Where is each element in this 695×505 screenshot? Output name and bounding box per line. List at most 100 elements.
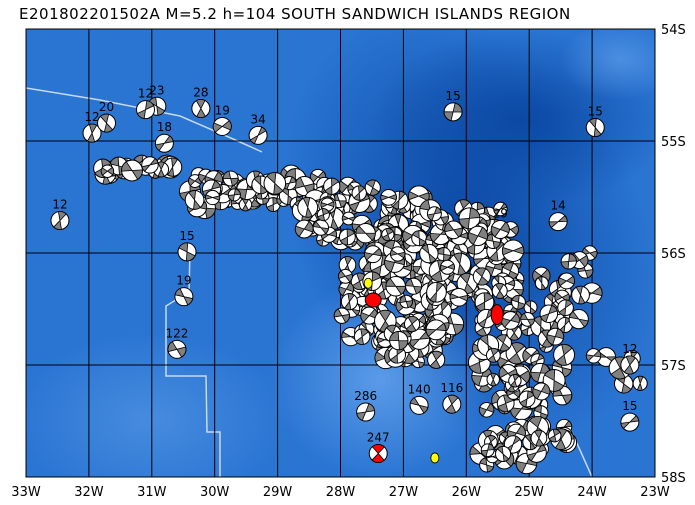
- labeled-focal-mechanism: [97, 113, 117, 133]
- focal-mechanism: [340, 293, 358, 311]
- focal-mechanism: [495, 445, 512, 462]
- labeled-focal-mechanism: [548, 212, 568, 232]
- x-tick-label: 27W: [389, 485, 419, 500]
- focal-mechanism: [444, 220, 463, 240]
- labeled-focal-mechanism: [136, 100, 156, 120]
- focal-mechanism: [282, 176, 297, 191]
- event-depth-label: 15: [622, 399, 637, 413]
- labeled-focal-mechanism: [50, 211, 70, 231]
- labeled-focal-mechanism: [82, 123, 102, 143]
- focal-mechanism: [557, 299, 574, 317]
- event-depth-label: 19: [215, 103, 230, 117]
- x-tick-label: 23W: [640, 485, 670, 500]
- focal-mechanism: [353, 328, 371, 345]
- labeled-focal-mechanism: [356, 402, 376, 422]
- focal-mechanism: [547, 428, 562, 443]
- event-depth-label: 116: [440, 381, 463, 395]
- focal-mechanism: [532, 382, 551, 401]
- event-depth-label: 23: [149, 83, 164, 97]
- event-depth-label: 12: [52, 198, 67, 212]
- focal-mechanism: [121, 159, 143, 182]
- labeled-focal-mechanism: [442, 394, 462, 414]
- focal-mechanism: [485, 347, 501, 363]
- focal-mechanism: [436, 247, 452, 262]
- x-tick-label: 28W: [326, 485, 356, 500]
- focal-mechanism: [364, 245, 382, 264]
- focal-mechanism: [585, 348, 602, 364]
- focal-mechanism: [425, 319, 447, 341]
- focal-mechanism: [227, 188, 241, 202]
- focal-mechanism: [480, 443, 495, 458]
- x-tick-label: 26W: [452, 485, 482, 500]
- labeled-focal-mechanism: [585, 118, 605, 138]
- event-depth-label: 12: [622, 342, 637, 356]
- focal-mechanism: [355, 223, 376, 244]
- focal-mechanism: [338, 281, 355, 297]
- focal-mechanism: [405, 277, 423, 295]
- graticule: [26, 29, 655, 477]
- focal-mechanism: [320, 226, 338, 243]
- event-depth-label: 12: [138, 87, 153, 101]
- current-event-marker: [430, 452, 440, 464]
- x-tick-label: 31W: [137, 485, 167, 500]
- focal-mechanism: [320, 197, 335, 212]
- highlighted-focal-mechanism: [490, 304, 504, 326]
- current-event-marker: [363, 277, 373, 289]
- focal-mechanism: [427, 350, 446, 369]
- focal-mechanism: [426, 206, 442, 222]
- focal-mechanism: [501, 311, 520, 330]
- labeled-focal-mechanism: [620, 355, 640, 375]
- focal-mechanism: [494, 334, 512, 352]
- event-depth-label: 286: [354, 389, 377, 403]
- labeled-focal-mechanism: [490, 219, 510, 239]
- focal-mechanism: [351, 185, 367, 201]
- focal-mechanism: [100, 164, 115, 178]
- event-depth-label: 28: [193, 86, 208, 100]
- axis-ticks: 33W 32W 31W 30W 29W 28W 27W 26W 25W 24W 23W 54S 55S 5…: [11, 23, 686, 500]
- x-tick-label: 24W: [577, 485, 607, 500]
- focal-mechanism: [560, 253, 577, 270]
- labeled-focal-mechanism: [248, 125, 268, 145]
- focal-mechanism: [337, 268, 353, 284]
- focal-mechanism: [530, 429, 548, 447]
- focal-mechanism: [238, 197, 253, 212]
- labeled-focal-mechanism: [620, 412, 640, 432]
- labeled-focal-mechanism: [174, 287, 194, 307]
- focal-mechanism: [333, 307, 351, 324]
- focal-mechanism: [141, 156, 159, 174]
- y-tick-label: 56S: [661, 247, 686, 262]
- focal-mechanism: [553, 343, 576, 366]
- labeled-focal-mechanism: [212, 116, 232, 136]
- event-depth-label: 19: [176, 274, 191, 288]
- event-depth-label: 34: [250, 112, 265, 126]
- labeled-focal-mechanism: [409, 395, 429, 415]
- focal-mechanism: [478, 402, 495, 418]
- focal-mechanism: [323, 177, 341, 195]
- event-depth-label: 14: [550, 199, 565, 213]
- highlighted-focal-mechanism: [364, 292, 382, 308]
- focal-mechanism: [486, 372, 500, 387]
- focal-mechanism: [518, 390, 536, 408]
- labeled-focal-mechanism: [177, 242, 197, 262]
- event-depth-label: 18: [157, 120, 172, 134]
- labeled-focal-mechanism: [368, 443, 388, 463]
- focal-mechanisms: 12 15 15 286 247 140 116 122 19 15 29 14 15 34 23 28 19 1…: [50, 83, 648, 475]
- map-frame: [25, 28, 656, 478]
- focal-mechanism: [632, 375, 648, 391]
- labeled-focal-mechanism: [191, 99, 211, 119]
- focal-mechanism: [312, 219, 329, 236]
- focal-mechanism: [389, 246, 406, 262]
- event-depth-label: 122: [166, 326, 189, 340]
- focal-mechanism: [534, 276, 549, 291]
- labeled-focal-mechanism: [443, 102, 463, 122]
- focal-mechanism: [491, 282, 508, 299]
- focal-mechanism: [493, 201, 508, 217]
- focal-mechanism: [474, 292, 495, 313]
- labeled-focal-mechanism: [154, 133, 174, 153]
- focal-mechanism: [568, 309, 589, 330]
- event-depth-label: 140: [408, 382, 431, 396]
- focal-mechanism: [184, 190, 205, 210]
- focal-mechanism: [385, 276, 406, 297]
- focal-mechanism: [467, 225, 489, 247]
